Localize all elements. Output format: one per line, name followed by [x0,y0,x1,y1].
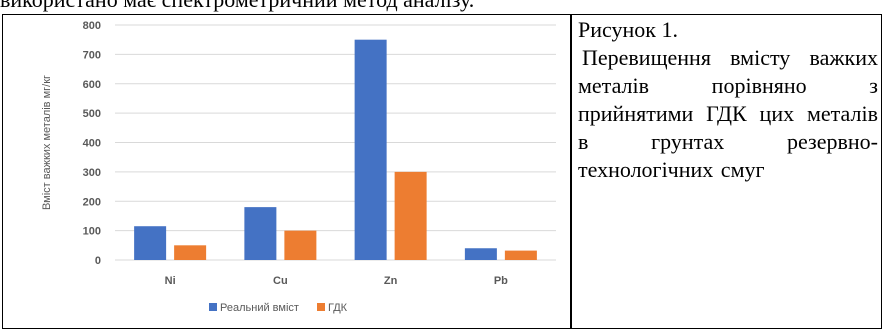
preceding-text-line: використано має спектрометричний метод а… [0,0,889,13]
legend-entry: Реальний вміст [220,302,299,314]
y-tick-label: 200 [83,196,101,208]
y-tick-label: 700 [83,49,101,61]
legend-entry: ГДК [328,302,348,314]
figure-table-frame [2,14,882,329]
figure-caption: Рисунок 1. Перевищення вмісту важких мет… [578,16,878,184]
table-cell-divider [570,14,572,329]
y-tick-label: 400 [83,138,101,150]
x-tick-label: Ni [165,275,176,287]
legend-swatch [317,303,325,311]
y-axis-label: Вміст важких металів мг/кг [41,75,53,210]
legend-swatch [209,303,217,311]
bar-cu-gdk [284,230,317,260]
y-tick-label: 500 [83,108,101,120]
bar-ni-gdk [174,245,207,260]
x-tick-label: Zn [384,275,398,287]
y-tick-label: 100 [83,226,101,238]
bar-pb-gdk [504,250,537,260]
y-tick-label: 600 [83,79,101,91]
y-tick-label: 800 [83,20,101,32]
x-tick-label: Cu [273,275,288,287]
caption-body: Перевищення вмісту важких металів порівн… [578,45,878,182]
bar-zn-real [354,39,387,260]
x-tick-label: Pb [494,275,508,287]
bar-ni-real [134,226,167,260]
caption-title: Рисунок 1. [578,17,678,42]
y-tick-label: 300 [83,167,101,179]
bar-chart: 0 100 200 300 400 500 600 700 800 Вміст важких ме… [41,20,556,314]
bar-zn-gdk [394,171,427,260]
y-tick-label: 0 [95,255,101,267]
chart-container: 0 100 200 300 400 500 600 700 800 Вміст важких ме… [3,15,569,327]
bar-pb-real [464,248,497,260]
bar-cu-real [244,207,277,260]
